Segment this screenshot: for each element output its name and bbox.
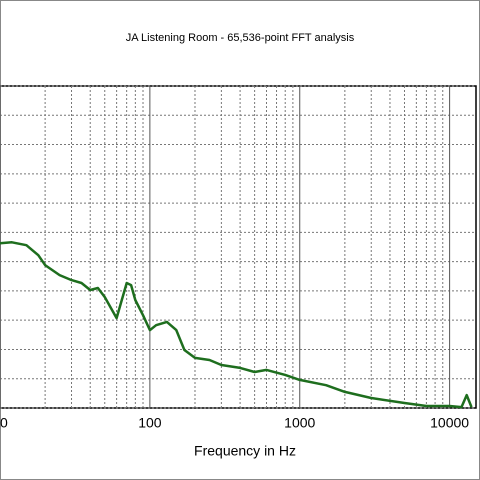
x-tick-label: 10000 (430, 415, 469, 431)
chart-title: JA Listening Room - 65,536-point FFT ana… (126, 32, 355, 44)
data-line (0, 241, 473, 409)
x-axis-label: Frequency in Hz (194, 443, 296, 459)
plot-area (0, 85, 477, 409)
x-tick-label: 100 (138, 415, 162, 431)
x-tick-label: 10 (0, 415, 8, 431)
x-tick-label: 1000 (284, 415, 315, 431)
